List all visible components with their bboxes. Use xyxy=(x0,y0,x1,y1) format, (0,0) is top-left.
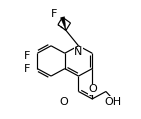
Text: N: N xyxy=(74,47,83,57)
Polygon shape xyxy=(60,17,66,30)
Text: F: F xyxy=(24,64,31,74)
Text: F: F xyxy=(51,9,57,19)
Text: OH: OH xyxy=(104,97,121,107)
Text: O: O xyxy=(88,84,97,94)
Text: O: O xyxy=(60,97,69,107)
Text: F: F xyxy=(24,50,31,60)
